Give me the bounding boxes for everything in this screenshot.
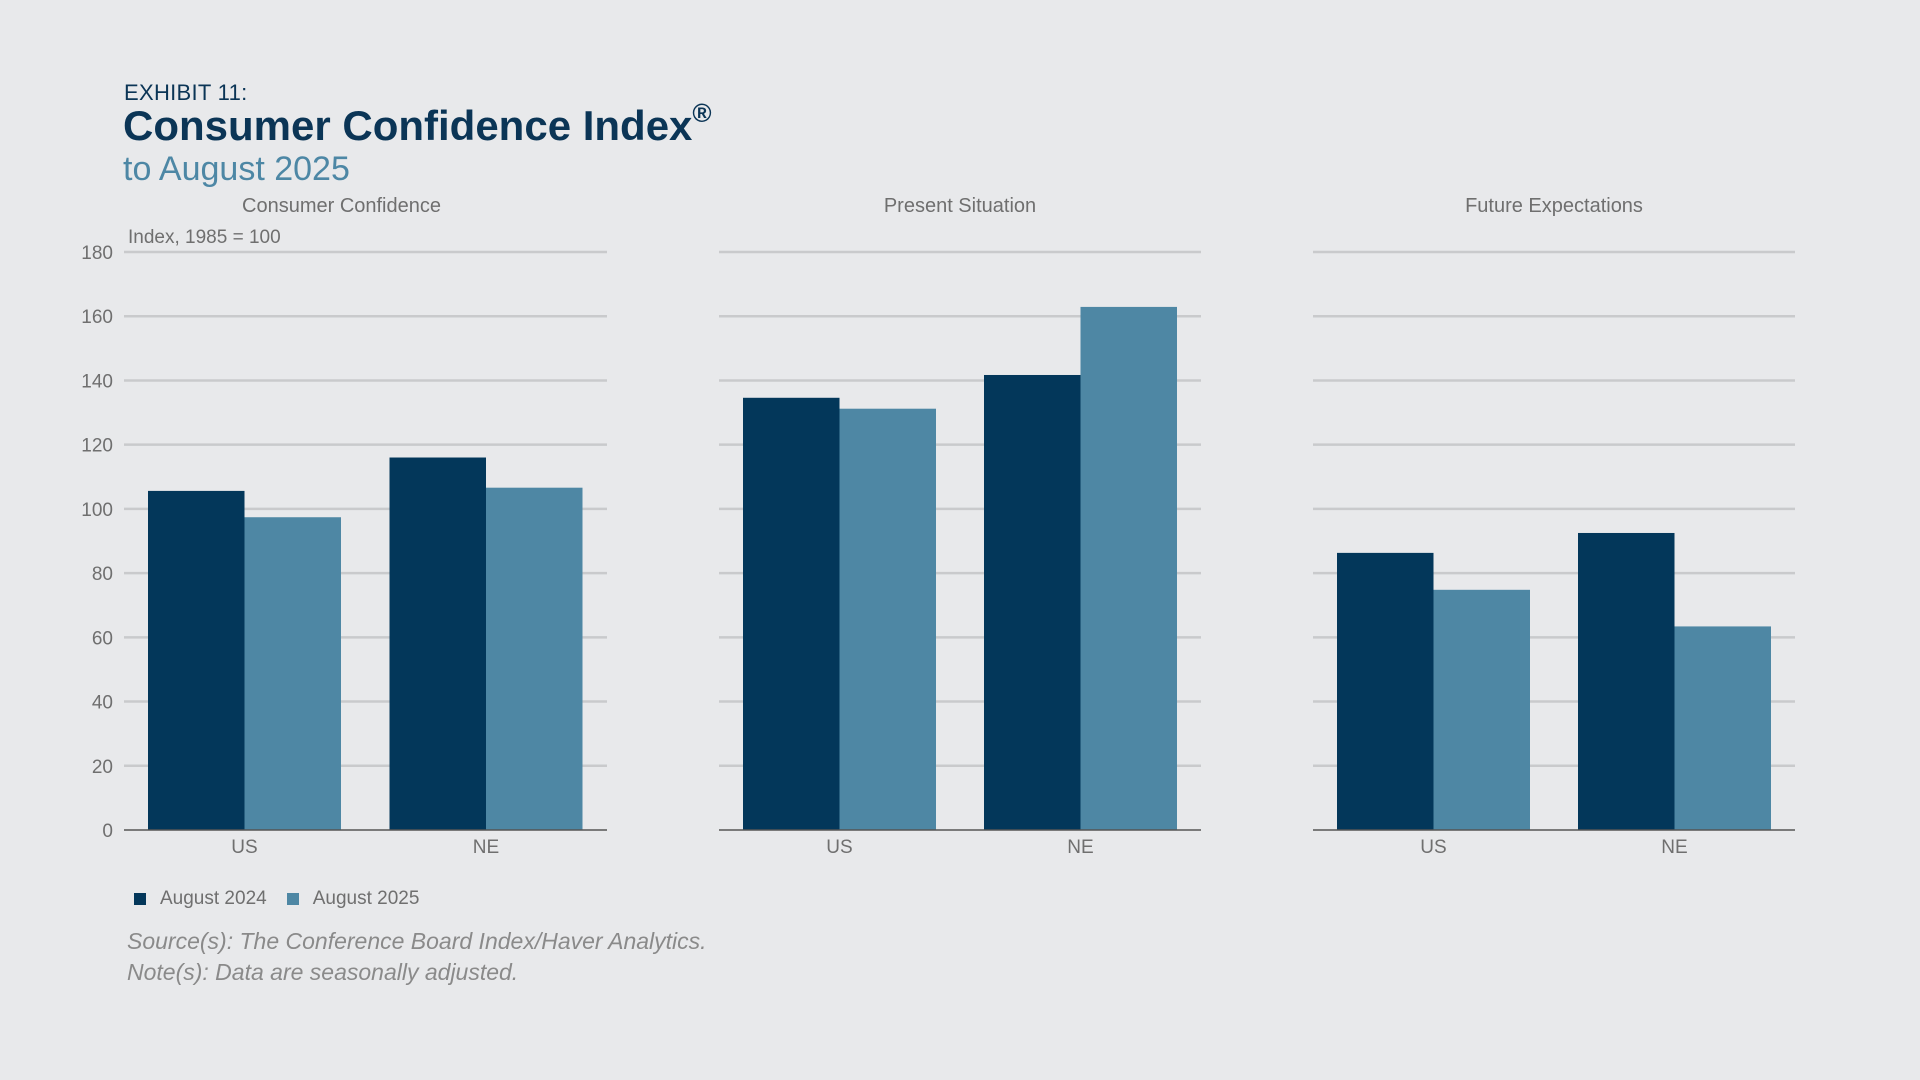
x-tick-label: NE — [1067, 837, 1093, 858]
bar-us-2024 — [1337, 552, 1434, 830]
bar-us-2024 — [743, 397, 840, 830]
bar-us-2025 — [1433, 589, 1530, 830]
legend-swatch-2024 — [134, 893, 146, 905]
y-axis-label: Index, 1985 = 100 — [128, 227, 281, 248]
page-title: Consumer Confidence Index® — [123, 98, 712, 150]
legend-item-2024: August 2024 — [134, 888, 267, 910]
x-tick-label: NE — [1661, 837, 1687, 858]
legend-swatch-2025 — [286, 893, 299, 905]
x-tick-label: US — [231, 837, 257, 858]
bar-ne-2024 — [389, 457, 486, 830]
y-tick-label: 40 — [92, 693, 113, 714]
x-tick-label: NE — [473, 837, 499, 858]
bar-ne-2025 — [1080, 306, 1177, 830]
bar-us-2025 — [839, 408, 936, 830]
source-text: Source(s): The Conference Board Index/Ha… — [127, 928, 707, 954]
bar-ne-2025 — [1674, 626, 1771, 830]
panel-title: Present Situation — [884, 195, 1036, 217]
page-subtitle: to August 2025 — [123, 150, 350, 188]
bar-ne-2025 — [486, 487, 583, 830]
registered-mark: ® — [692, 98, 712, 128]
y-tick-label: 80 — [92, 564, 113, 585]
y-tick-label: 20 — [92, 757, 113, 778]
panel-title: Future Expectations — [1465, 195, 1643, 217]
y-tick-label: 100 — [81, 500, 113, 521]
legend-label-2025: August 2025 — [312, 888, 420, 909]
y-tick-label: 60 — [92, 628, 113, 649]
title-text: Consumer Confidence Index — [123, 102, 693, 149]
bar-ne-2024 — [1578, 532, 1675, 830]
legend-item-2025: August 2025 — [286, 888, 420, 910]
panel-title: Consumer Confidence — [242, 195, 441, 217]
y-tick-label: 140 — [81, 371, 113, 392]
source-notes: Source(s): The Conference Board Index/Ha… — [127, 926, 707, 988]
y-tick-label: 160 — [81, 307, 113, 328]
note-text: Note(s): Data are seasonally adjusted. — [127, 959, 519, 985]
legend-label-2024: August 2024 — [160, 888, 267, 909]
bar-us-2025 — [244, 517, 341, 830]
bar-us-2024 — [148, 490, 245, 830]
y-tick-label: 0 — [102, 821, 113, 842]
x-tick-label: US — [826, 837, 852, 858]
x-tick-label: US — [1420, 837, 1446, 858]
exhibit-label: EXHIBIT 11: — [124, 80, 248, 105]
y-tick-label: 180 — [81, 243, 113, 264]
legend: August 2024 August 2025 — [134, 888, 439, 910]
y-tick-label: 120 — [81, 436, 113, 457]
bar-ne-2024 — [984, 374, 1081, 830]
